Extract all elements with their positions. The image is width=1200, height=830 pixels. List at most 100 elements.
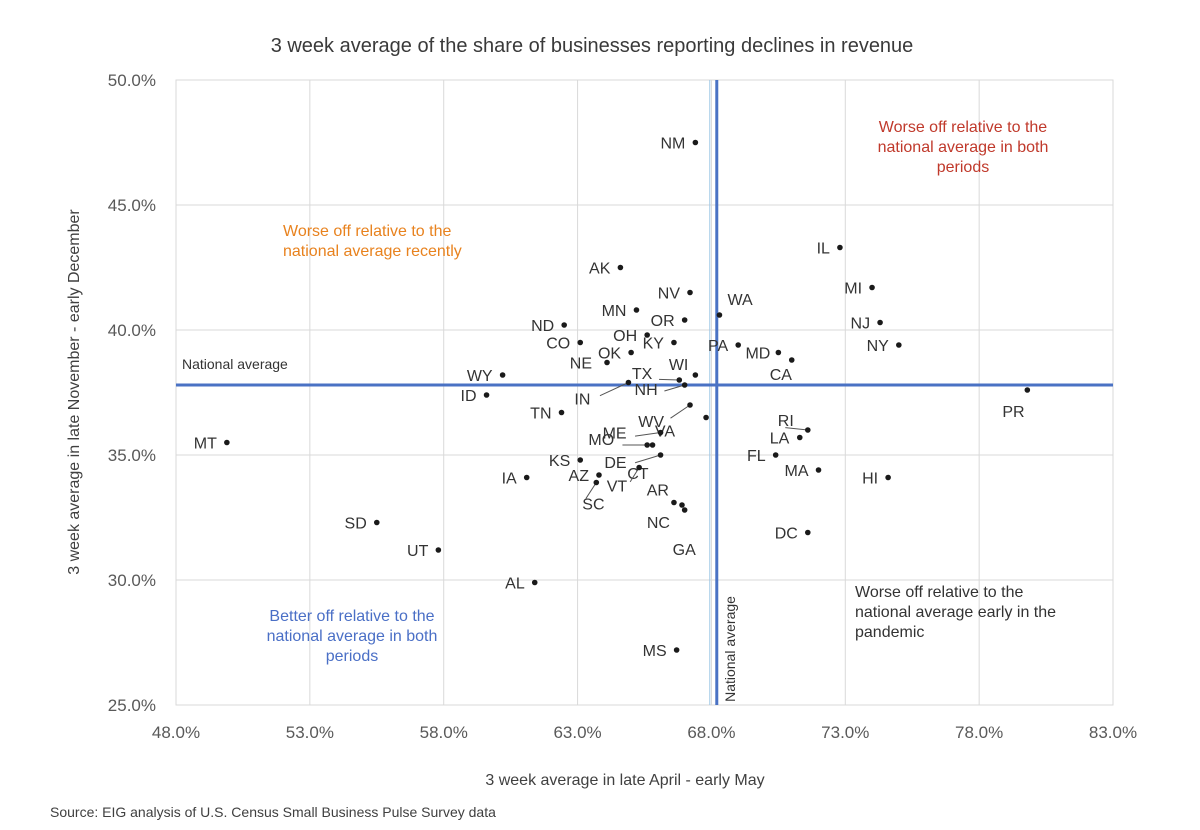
national-average-horizontal-label: National average xyxy=(182,356,288,372)
point-label-ut: UT xyxy=(407,543,429,560)
point-label-ak: AK xyxy=(589,261,611,278)
point-de xyxy=(657,452,664,458)
point-label-wy: WY xyxy=(467,368,493,385)
x-tick-label: 48.0% xyxy=(152,723,200,742)
point-id xyxy=(483,392,490,398)
point-label-or: OR xyxy=(651,313,675,330)
annotation-bottom-left-line: Better off relative to the xyxy=(269,608,434,625)
point-az xyxy=(596,472,602,478)
x-tick-label: 58.0% xyxy=(420,723,468,742)
point-tn xyxy=(558,409,565,416)
point-tx xyxy=(676,377,683,383)
annotation-top-right-line: periods xyxy=(937,159,989,176)
point-label-ks: KS xyxy=(549,453,570,470)
point-label-va: VA xyxy=(655,424,675,441)
annotation-bottom-left-line: national average in both xyxy=(267,628,438,645)
leader-line-ri xyxy=(785,427,808,431)
tick-labels: 48.0% 53.0% 58.0% 63.0% 68.0% 73.0% 78.0% 83.0%… xyxy=(108,71,1137,742)
point-label-ga: GA xyxy=(673,542,696,559)
quadrant-annotations: Worse off relative to the national averag… xyxy=(267,119,1057,665)
point-ia xyxy=(523,474,530,481)
x-tick-label: 63.0% xyxy=(553,723,601,742)
annotation-bottom-right-line: pandemic xyxy=(855,624,924,641)
point-ma xyxy=(815,467,822,473)
chart-title: 3 week average of the share of businesse… xyxy=(271,35,914,57)
leader-line-de xyxy=(634,454,661,464)
point-hi xyxy=(885,474,891,481)
point-label-pr: PR xyxy=(1002,404,1024,421)
point-ak xyxy=(617,264,624,271)
point-nh xyxy=(681,382,688,388)
point-label-hi: HI xyxy=(862,471,878,488)
x-tick-label: 53.0% xyxy=(286,723,334,742)
point-label-ma: MA xyxy=(785,463,809,480)
point-label-ny: NY xyxy=(867,338,890,355)
point-ar xyxy=(671,499,677,506)
annotation-top-right-line: Worse off relative to the xyxy=(879,119,1047,136)
leader-line-wv xyxy=(670,404,691,419)
point-label-ok: OK xyxy=(598,346,621,363)
point-label-pa: PA xyxy=(708,338,728,355)
y-tick-label: 25.0% xyxy=(108,696,156,715)
point-label-wi: WI xyxy=(669,357,689,374)
point-ct xyxy=(649,442,656,448)
point-label-ky: KY xyxy=(643,336,665,353)
point-nm xyxy=(692,139,699,146)
point-pr xyxy=(1024,387,1031,393)
point-label-id: ID xyxy=(461,388,477,405)
point-ca xyxy=(788,357,795,363)
point-ri xyxy=(805,427,811,433)
point-mi xyxy=(869,284,875,291)
point-label-nh: NH xyxy=(635,382,658,399)
point-label-mi: MI xyxy=(844,281,862,298)
leader-line-me xyxy=(634,432,661,437)
point-ne xyxy=(604,359,610,366)
y-tick-label: 45.0% xyxy=(108,196,156,215)
point-label-ne: NE xyxy=(570,356,592,373)
y-tick-label: 35.0% xyxy=(108,446,156,465)
point-nc xyxy=(679,502,685,508)
point-ms xyxy=(673,647,680,653)
point-wa xyxy=(716,312,723,318)
point-in xyxy=(625,379,632,386)
point-ut xyxy=(435,547,442,553)
x-tick-label: 68.0% xyxy=(687,723,735,742)
point-label-de: DE xyxy=(604,455,626,472)
point-sd xyxy=(373,519,380,526)
point-co xyxy=(577,339,584,346)
annotation-bottom-left-line: periods xyxy=(326,648,378,665)
point-label-az: AZ xyxy=(569,468,590,485)
point-ok xyxy=(628,349,634,356)
leader-line-nh xyxy=(664,384,685,392)
y-axis-label: 3 week average in late November - early … xyxy=(66,209,83,575)
point-label-sc: SC xyxy=(582,497,604,514)
point-fl xyxy=(772,452,779,458)
annotation-bottom-right-line: national average early in the xyxy=(855,604,1056,621)
point-label-ms: MS xyxy=(643,643,667,660)
point-nd xyxy=(561,322,567,328)
point-sc xyxy=(593,479,600,486)
point-label-oh: OH xyxy=(613,328,637,345)
point-label-me: ME xyxy=(603,426,627,443)
source-note: Source: EIG analysis of U.S. Census Smal… xyxy=(50,804,496,820)
point-label-in: IN xyxy=(574,392,590,409)
point-la xyxy=(796,434,803,441)
point-label-ar: AR xyxy=(647,483,669,500)
point-label-mt: MT xyxy=(194,436,217,453)
point-label-la: LA xyxy=(770,431,790,448)
x-tick-label: 78.0% xyxy=(955,723,1003,742)
annotation-top-left-line: national average recently xyxy=(283,243,462,260)
point-label-co: CO xyxy=(546,336,570,353)
point-label-ia: IA xyxy=(502,471,517,488)
point-ky xyxy=(671,339,677,346)
point-label-nc: NC xyxy=(647,515,670,532)
point-dc xyxy=(805,529,811,536)
point-or xyxy=(681,317,688,323)
point-nj xyxy=(877,319,883,326)
annotation-bottom-right-line: Worse off relative to the xyxy=(855,584,1023,601)
point-label-mo: MO xyxy=(588,432,614,449)
point-label-mn: MN xyxy=(602,303,627,320)
point-wy xyxy=(499,372,506,378)
point-label-dc: DC xyxy=(775,526,798,543)
